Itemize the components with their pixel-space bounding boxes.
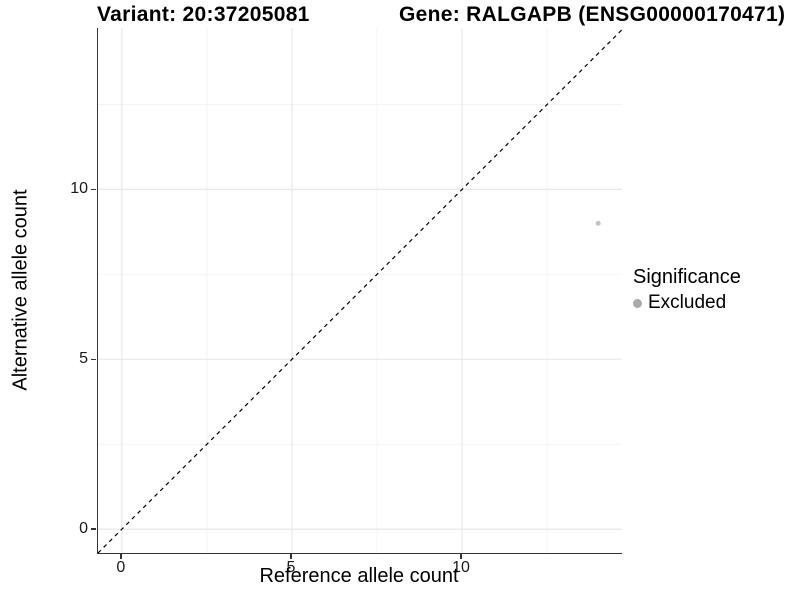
x-axis-title: Reference allele count (259, 565, 459, 587)
y-axis-title: Alternative allele count (9, 189, 32, 391)
x-tick-label: 0 (116, 559, 126, 576)
x-tick-mark (120, 554, 122, 559)
data-point (595, 220, 601, 226)
y-tick-mark (91, 528, 96, 530)
y-tick-label: 5 (79, 350, 88, 368)
y-tick-label: 10 (70, 180, 88, 198)
legend-point-icon (633, 298, 642, 308)
legend-item-excluded: Excluded (633, 292, 741, 314)
legend-item-label: Excluded (648, 292, 727, 313)
identity-line (98, 28, 622, 553)
chart-canvas (98, 28, 622, 553)
x-tick-mark (290, 554, 292, 559)
legend-title: Significance (633, 266, 741, 288)
variant-title: Variant: 20:37205081 (97, 3, 310, 26)
x-tick-mark (460, 554, 462, 559)
plot-panel (97, 28, 622, 554)
y-tick-mark (91, 358, 96, 361)
y-tick-mark (91, 188, 96, 191)
gene-title: Gene: RALGAPB (ENSG00000170471) (399, 3, 786, 26)
legend: Significance Excluded (633, 266, 741, 314)
x-tick-label: 5 (286, 559, 296, 576)
x-tick-label: 10 (452, 559, 470, 576)
y-tick-label: 0 (79, 520, 88, 538)
